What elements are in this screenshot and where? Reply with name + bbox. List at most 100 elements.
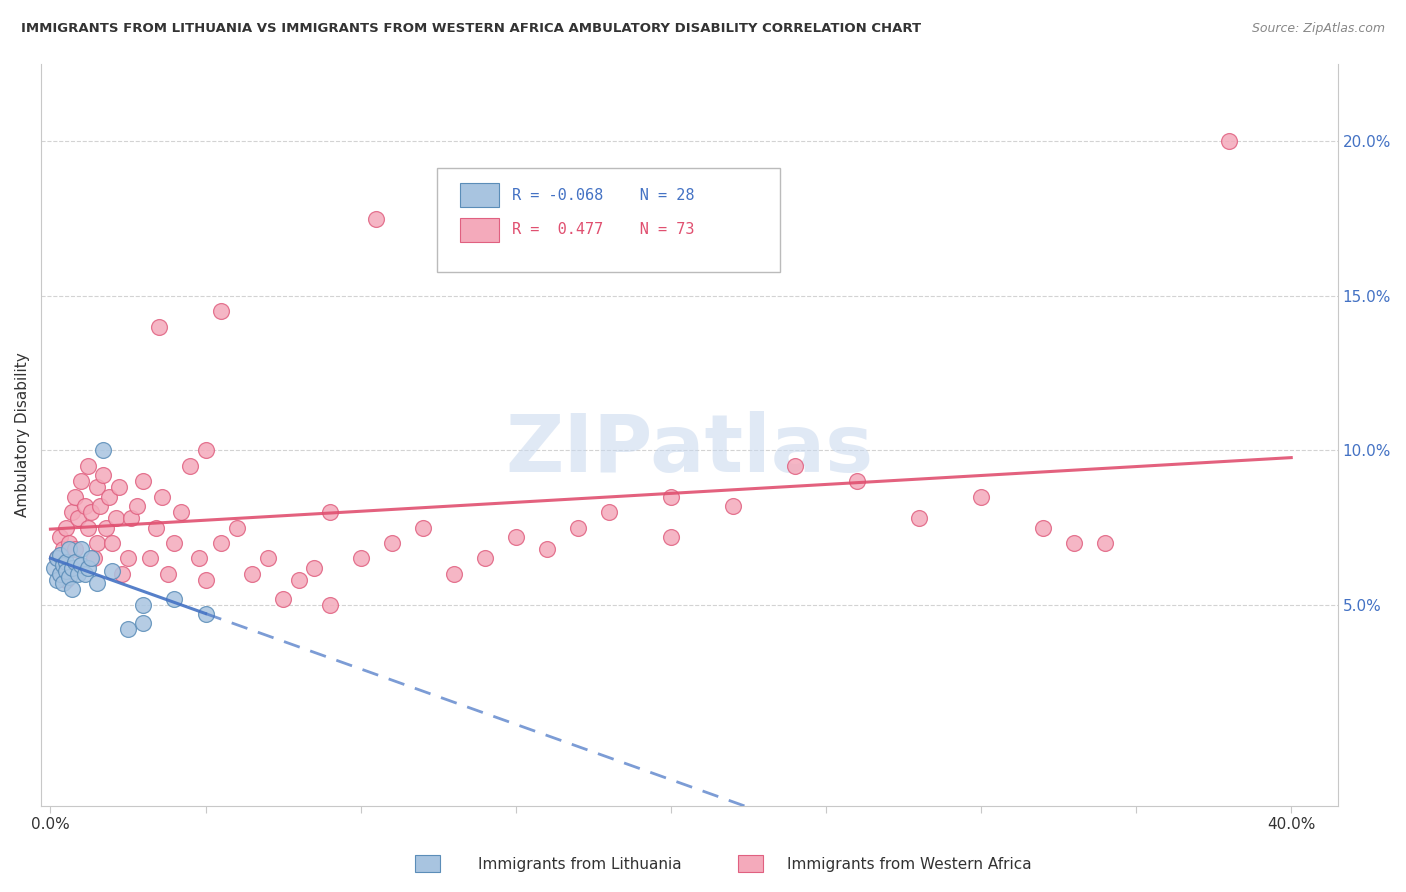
Point: [209, 304, 232, 318]
Point: [318, 505, 340, 519]
Point: [52, 558, 75, 572]
Point: [194, 607, 217, 621]
Point: [443, 566, 465, 581]
Point: [474, 551, 496, 566]
Text: Immigrants from Lithuania: Immigrants from Lithuania: [478, 857, 682, 872]
Point: [89, 499, 111, 513]
Point: [287, 573, 309, 587]
Text: IMMIGRANTS FROM LITHUANIA VS IMMIGRANTS FROM WESTERN AFRICA AMBULATORY DISABILIT: IMMIGRANTS FROM LITHUANIA VS IMMIGRANTS …: [21, 22, 921, 36]
Point: [101, 536, 124, 550]
Point: [98, 490, 121, 504]
Point: [86, 536, 108, 550]
Point: [536, 542, 558, 557]
Point: [91, 443, 114, 458]
Point: [163, 591, 186, 606]
Point: [1032, 520, 1054, 534]
Point: [48, 549, 70, 563]
Point: [148, 319, 170, 334]
Point: [970, 490, 993, 504]
Point: [381, 536, 404, 550]
Bar: [415, 855, 440, 872]
Point: [73, 566, 96, 581]
Point: [67, 511, 90, 525]
Point: [58, 542, 80, 557]
Bar: [460, 219, 499, 242]
Point: [256, 551, 278, 566]
Point: [55, 573, 77, 587]
Point: [91, 468, 114, 483]
Point: [721, 499, 744, 513]
Point: [76, 520, 98, 534]
Bar: [460, 184, 499, 207]
Point: [70, 558, 93, 572]
Point: [163, 536, 186, 550]
Point: [132, 616, 155, 631]
Point: [1063, 536, 1085, 550]
Point: [188, 551, 211, 566]
Point: [55, 564, 77, 578]
Point: [45, 573, 67, 587]
Text: R =  0.477    N = 73: R = 0.477 N = 73: [512, 222, 695, 237]
Point: [60, 505, 83, 519]
Point: [73, 499, 96, 513]
Point: [45, 551, 67, 566]
Point: [1218, 134, 1240, 148]
Point: [52, 542, 75, 557]
Point: [138, 551, 160, 566]
Point: [48, 566, 70, 581]
Point: [104, 511, 127, 525]
Point: [845, 474, 868, 488]
Point: [55, 520, 77, 534]
Point: [101, 564, 124, 578]
Point: [598, 505, 620, 519]
Point: [659, 530, 682, 544]
Point: [908, 511, 931, 525]
Point: [412, 520, 434, 534]
Point: [225, 520, 247, 534]
Point: [58, 570, 80, 584]
Point: [86, 480, 108, 494]
Point: [783, 458, 806, 473]
Point: [80, 505, 103, 519]
Point: [366, 211, 388, 226]
Point: [271, 591, 294, 606]
Point: [65, 554, 87, 568]
Point: [65, 542, 87, 557]
Point: [145, 520, 167, 534]
Y-axis label: Ambulatory Disability: Ambulatory Disability: [15, 352, 30, 517]
Point: [132, 474, 155, 488]
Bar: [738, 855, 763, 872]
Text: ZIPatlas: ZIPatlas: [505, 410, 873, 489]
Point: [52, 576, 75, 591]
Text: Immigrants from Western Africa: Immigrants from Western Africa: [787, 857, 1032, 872]
Point: [42, 560, 65, 574]
Point: [117, 623, 139, 637]
Point: [55, 554, 77, 568]
Point: [58, 536, 80, 550]
Point: [209, 536, 232, 550]
Point: [70, 542, 93, 557]
Point: [48, 566, 70, 581]
Point: [60, 582, 83, 597]
Point: [48, 530, 70, 544]
Point: [76, 560, 98, 574]
Point: [240, 566, 263, 581]
Text: Source: ZipAtlas.com: Source: ZipAtlas.com: [1251, 22, 1385, 36]
Point: [194, 443, 217, 458]
Point: [179, 458, 201, 473]
Text: R = -0.068    N = 28: R = -0.068 N = 28: [512, 188, 695, 202]
Point: [60, 560, 83, 574]
Point: [1094, 536, 1116, 550]
Point: [170, 505, 193, 519]
Point: [86, 576, 108, 591]
Point: [349, 551, 371, 566]
Point: [107, 480, 129, 494]
Point: [80, 551, 103, 566]
Point: [117, 551, 139, 566]
Point: [150, 490, 173, 504]
FancyBboxPatch shape: [437, 168, 780, 272]
Point: [111, 566, 134, 581]
Point: [83, 551, 105, 566]
Point: [76, 458, 98, 473]
Point: [132, 598, 155, 612]
